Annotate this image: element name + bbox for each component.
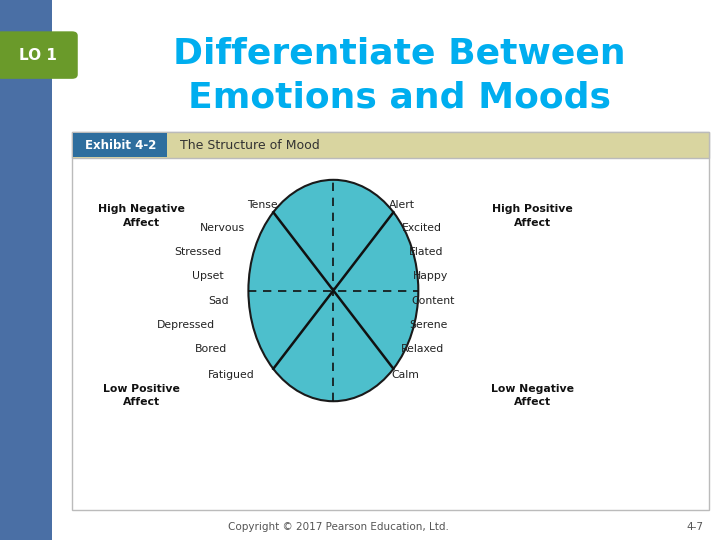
FancyBboxPatch shape [73,133,167,157]
Text: High Negative
Affect: High Negative Affect [99,205,185,227]
Text: Stressed: Stressed [174,247,222,257]
Text: Relaxed: Relaxed [401,345,444,354]
Text: Elated: Elated [409,247,444,257]
Text: Sad: Sad [208,296,229,306]
Text: Excited: Excited [402,223,442,233]
Text: Differentiate Between: Differentiate Between [174,37,626,71]
Text: Bored: Bored [194,345,227,354]
Text: The Structure of Mood: The Structure of Mood [180,139,320,152]
Text: High Positive
Affect: High Positive Affect [492,205,573,227]
Text: Depressed: Depressed [156,320,215,330]
FancyBboxPatch shape [0,0,52,540]
Text: Low Negative
Affect: Low Negative Affect [491,384,575,407]
FancyBboxPatch shape [72,132,709,158]
Text: Calm: Calm [391,370,419,380]
FancyBboxPatch shape [72,132,709,510]
Text: 4-7: 4-7 [686,522,703,531]
Text: Copyright © 2017 Pearson Education, Ltd.: Copyright © 2017 Pearson Education, Ltd. [228,522,449,531]
Text: Upset: Upset [192,272,223,281]
FancyBboxPatch shape [0,31,78,79]
Text: Low Positive
Affect: Low Positive Affect [104,384,180,407]
Text: LO 1: LO 1 [19,48,56,63]
Text: Exhibit 4-2: Exhibit 4-2 [84,139,156,152]
Text: Serene: Serene [409,320,447,330]
Text: Emotions and Moods: Emotions and Moods [188,80,611,114]
Text: Content: Content [412,296,455,306]
Text: Happy: Happy [413,272,448,281]
Text: Fatigued: Fatigued [207,370,254,380]
Text: Alert: Alert [389,200,415,210]
Text: Tense: Tense [246,200,277,210]
Ellipse shape [248,180,418,401]
Text: Nervous: Nervous [199,223,245,233]
